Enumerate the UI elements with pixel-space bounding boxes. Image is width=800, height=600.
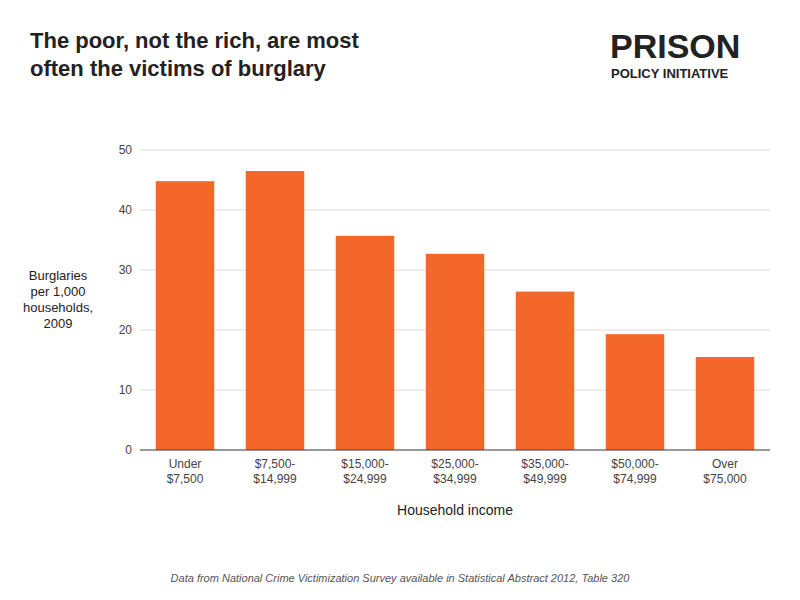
bars	[156, 171, 755, 450]
text-line: per 1,000	[31, 284, 86, 299]
text-line: $74,999	[613, 472, 657, 486]
bar	[606, 334, 665, 450]
bar	[156, 181, 215, 450]
footnote: Data from National Crime Victimization S…	[171, 572, 631, 584]
x-tick-label: $7,500-$14,999	[253, 457, 297, 486]
text-line: $15,000-	[341, 457, 388, 471]
bar	[246, 171, 305, 450]
text-line: $7,500	[167, 472, 204, 486]
x-tick-label: $35,000-$49,999	[521, 457, 568, 486]
text-line: Over	[712, 457, 738, 471]
y-tick-label: 10	[119, 383, 133, 397]
x-tick-label: $50,000-$74,999	[611, 457, 658, 486]
x-tick-label: $15,000-$24,999	[341, 457, 388, 486]
text-line: $7,500-	[255, 457, 296, 471]
grid-line	[140, 150, 770, 151]
x-tick-label: $25,000-$34,999	[431, 457, 478, 486]
grid-line	[140, 210, 770, 211]
text-line: households,	[23, 300, 93, 315]
logo-subtext: POLICY INITIATIVE	[611, 66, 729, 81]
x-axis-label: Household income	[397, 502, 513, 518]
bar	[336, 236, 395, 450]
chart-container: The poor, not the rich, are most often th…	[0, 0, 800, 600]
x-tick-label: Over$75,000	[703, 457, 747, 486]
background	[0, 0, 800, 600]
y-tick-label: 50	[119, 143, 133, 157]
x-tick-label: Under$7,500	[167, 457, 204, 486]
y-tick-label: 40	[119, 203, 133, 217]
text-line: 2009	[44, 316, 73, 331]
bar	[426, 254, 485, 450]
text-line: often the victims of burglary	[30, 56, 327, 81]
text-line: $14,999	[253, 472, 297, 486]
y-tick-label: 0	[125, 443, 132, 457]
text-line: $75,000	[703, 472, 747, 486]
y-tick-label: 30	[119, 263, 133, 277]
text-line: $49,999	[523, 472, 567, 486]
grid-line	[140, 450, 770, 451]
text-line: $50,000-	[611, 457, 658, 471]
text-line: Burglaries	[29, 268, 88, 283]
text-line: $35,000-	[521, 457, 568, 471]
logo-text: PRISON	[610, 27, 740, 65]
y-axis-label: Burglariesper 1,000households,2009	[23, 268, 93, 331]
text-line: Under	[169, 457, 202, 471]
y-tick-label: 20	[119, 323, 133, 337]
text-line: $25,000-	[431, 457, 478, 471]
text-line: $34,999	[433, 472, 477, 486]
x-axis-line	[140, 450, 770, 451]
grid	[140, 150, 770, 450]
title: The poor, not the rich, are most often th…	[30, 28, 359, 81]
text-line: $24,999	[343, 472, 387, 486]
bar	[516, 292, 575, 450]
bar	[696, 357, 755, 450]
chart: The poor, not the rich, are most often th…	[0, 0, 800, 600]
text-line: The poor, not the rich, are most	[30, 28, 359, 53]
